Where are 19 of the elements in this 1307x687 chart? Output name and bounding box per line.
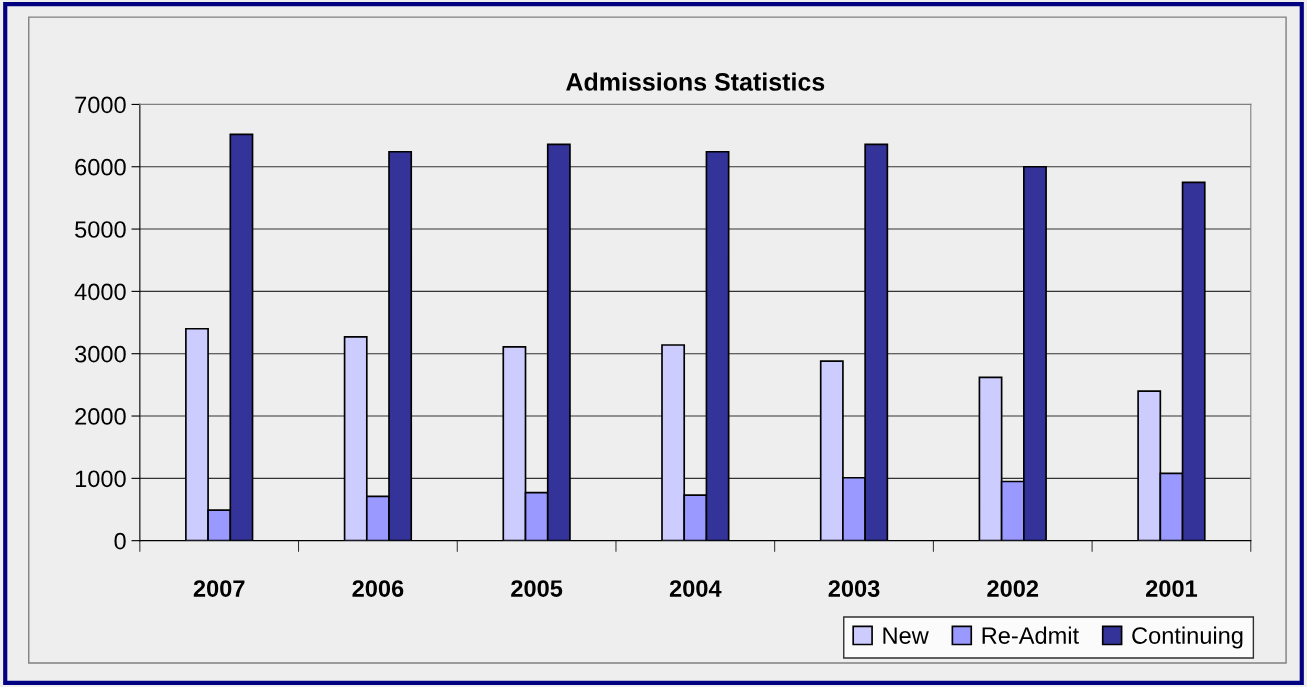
y-tick-label: 3000 [75,345,126,363]
x-tick-label: 2004 [669,580,722,597]
y-tick-label: 1000 [75,470,126,488]
legend-label: Continuing [1132,626,1243,649]
chart-title: Admissions Statistics [566,72,825,91]
y-tick-label: 5000 [75,221,126,238]
y-tick-label: 2000 [75,408,126,425]
y-tick-label: 7000 [75,96,126,114]
x-tick-label: 2003 [828,580,880,597]
y-tick-label: 6000 [75,158,126,176]
x-tick-label: 2005 [511,580,563,597]
x-tick-label: 2007 [193,580,245,597]
legend-label: New [883,627,929,644]
x-tick-label: 2001 [1146,580,1198,597]
x-tick-label: 2006 [352,580,404,597]
legend-label: Re-Admit [982,626,1079,644]
x-tick-label: 2002 [987,580,1039,597]
y-tick-label: 4000 [74,283,126,301]
y-tick-label: 0 [114,532,126,550]
